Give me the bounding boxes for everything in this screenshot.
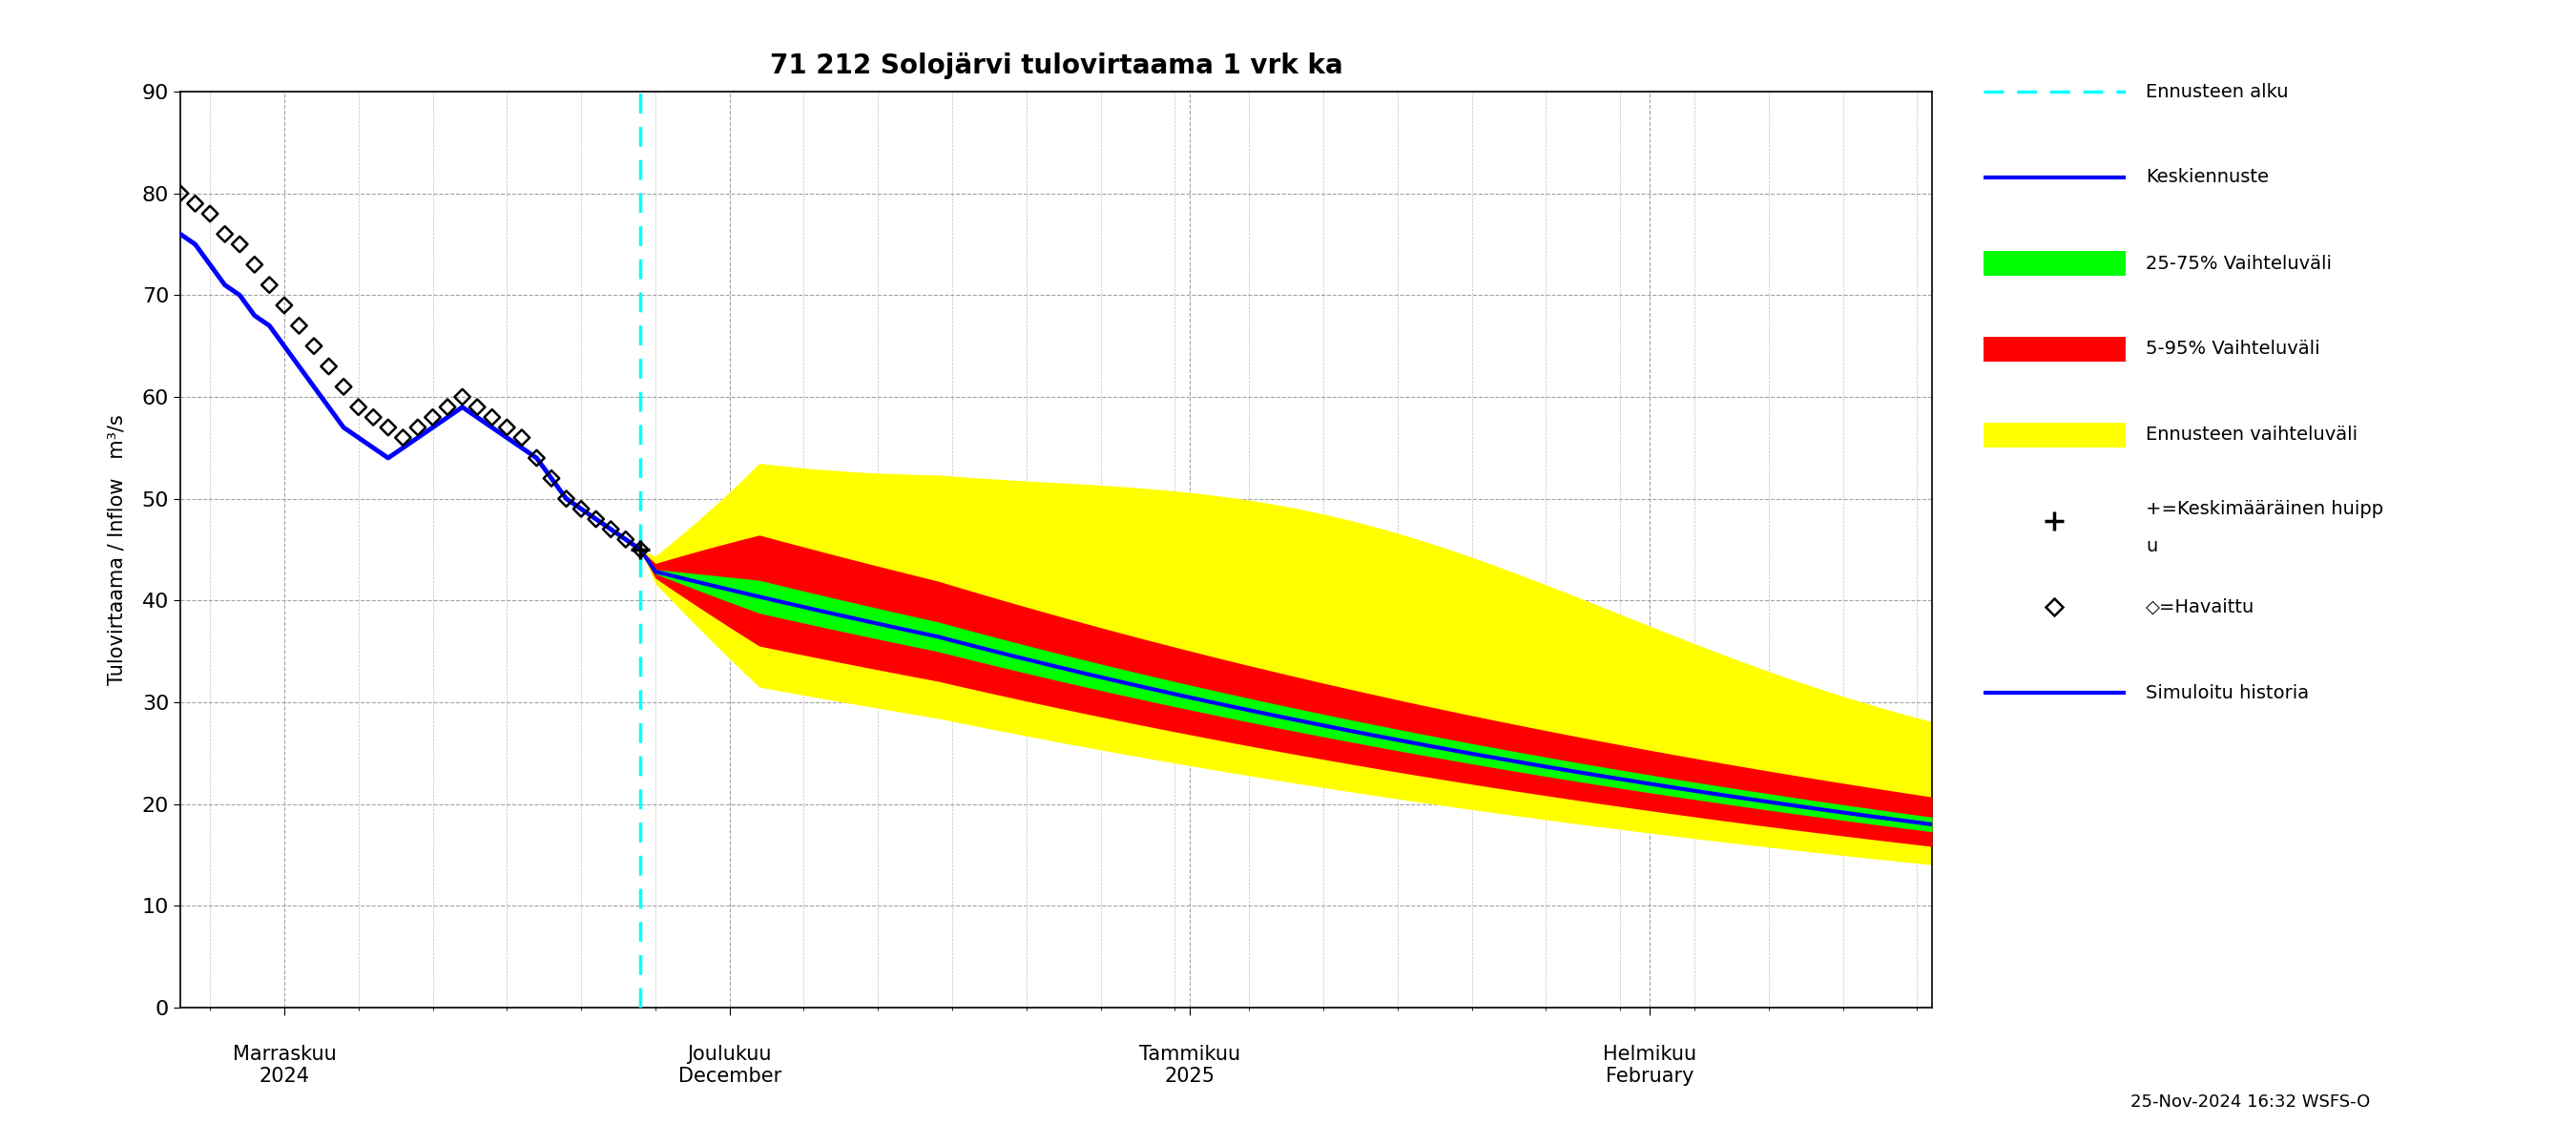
Point [621,540,662,559]
Point [381,428,422,447]
Point [397,418,438,436]
Title: 71 212 Solojärvi tulovirtaama 1 vrk ka: 71 212 Solojärvi tulovirtaama 1 vrk ka [770,52,1342,79]
Point [322,378,363,396]
Point [546,490,587,508]
Text: 25-Nov-2024 16:32 WSFS-O: 25-Nov-2024 16:32 WSFS-O [2130,1093,2370,1111]
Point [175,195,216,213]
Point [368,418,410,436]
Text: Keskiennuste: Keskiennuste [2146,168,2269,187]
Text: Helmikuu
February: Helmikuu February [1602,1044,1698,1085]
Y-axis label: Tulovirtaama / Inflow   m³/s: Tulovirtaama / Inflow m³/s [106,414,126,685]
Point [234,255,276,274]
Point [440,388,482,406]
Point [515,449,556,467]
Point [294,337,335,355]
Point [531,469,572,488]
Point [456,398,497,417]
Point [263,297,304,315]
Point [487,418,528,436]
Point [562,499,603,518]
Text: +=Keskimääräinen huipp: +=Keskimääräinen huipp [2146,500,2383,519]
Point [412,408,453,426]
Text: Joulukuu
December: Joulukuu December [677,1044,781,1085]
Text: ◇=Havaittu: ◇=Havaittu [2146,598,2254,616]
Point [574,510,616,528]
Point [428,398,469,417]
Point [353,408,394,426]
Text: Tammikuu
2025: Tammikuu 2025 [1139,1044,1242,1085]
Text: Marraskuu
2024: Marraskuu 2024 [232,1044,335,1085]
Text: Ennusteen vaihteluväli: Ennusteen vaihteluväli [2146,426,2357,444]
Text: u: u [2146,537,2159,555]
Text: 25-75% Vaihteluväli: 25-75% Vaihteluväli [2146,254,2331,273]
Point [605,530,647,548]
Point [278,316,319,334]
Point [590,520,631,538]
Text: 5-95% Vaihteluväli: 5-95% Vaihteluväli [2146,340,2321,358]
Text: Simuloitu historia: Simuloitu historia [2146,684,2308,702]
Point [471,408,513,426]
Text: Ennusteen alku: Ennusteen alku [2146,82,2287,101]
Point [160,184,201,203]
Point [219,235,260,253]
Point [337,398,379,417]
Point [191,205,232,223]
Point [309,357,350,376]
Point [502,428,544,447]
Point [204,224,245,243]
Point [250,276,291,294]
